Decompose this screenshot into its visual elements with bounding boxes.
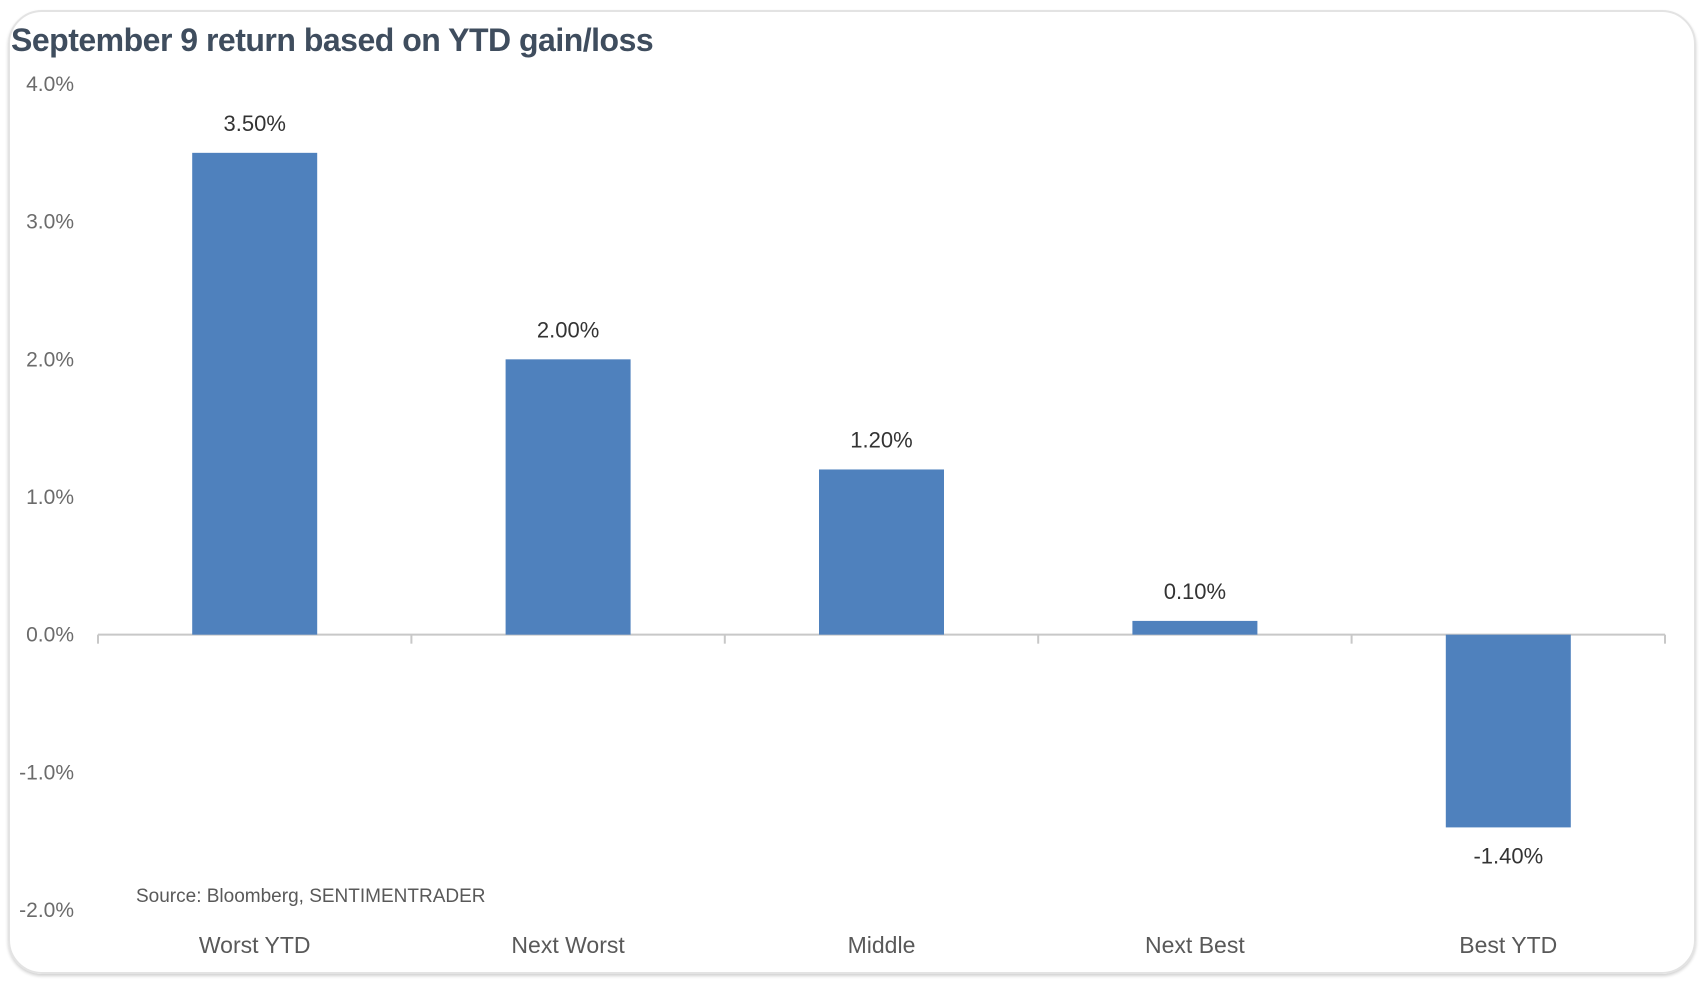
category-label: Next Worst [511,932,625,958]
category-label: Worst YTD [199,932,311,958]
y-tick-label: 4.0% [26,73,74,96]
chart-title: September 9 return based on YTD gain/los… [11,22,654,58]
data-label: 0.10% [1164,579,1226,604]
category-label: Middle [848,932,916,958]
y-tick-label: -2.0% [19,899,74,922]
y-tick-label: 3.0% [26,211,74,234]
category-label: Next Best [1145,932,1245,958]
bar-0 [192,152,318,635]
data-label: 3.50% [224,111,286,136]
category-label: Best YTD [1459,932,1557,958]
data-label: 1.20% [850,427,912,452]
bar-4 [1445,634,1571,828]
y-tick-label: -1.0% [19,761,74,784]
y-tick-label: 1.0% [26,486,74,509]
bar-2 [819,469,944,635]
bar-1 [505,359,631,635]
y-tick-label: 2.0% [26,348,74,371]
data-label: -1.40% [1473,843,1543,868]
chart-card [8,10,1696,974]
bar-3 [1132,620,1258,635]
source-note: Source: Bloomberg, SENTIMENTRADER [136,886,486,907]
y-tick-label: 0.0% [26,624,74,647]
data-label: 2.00% [537,317,599,342]
